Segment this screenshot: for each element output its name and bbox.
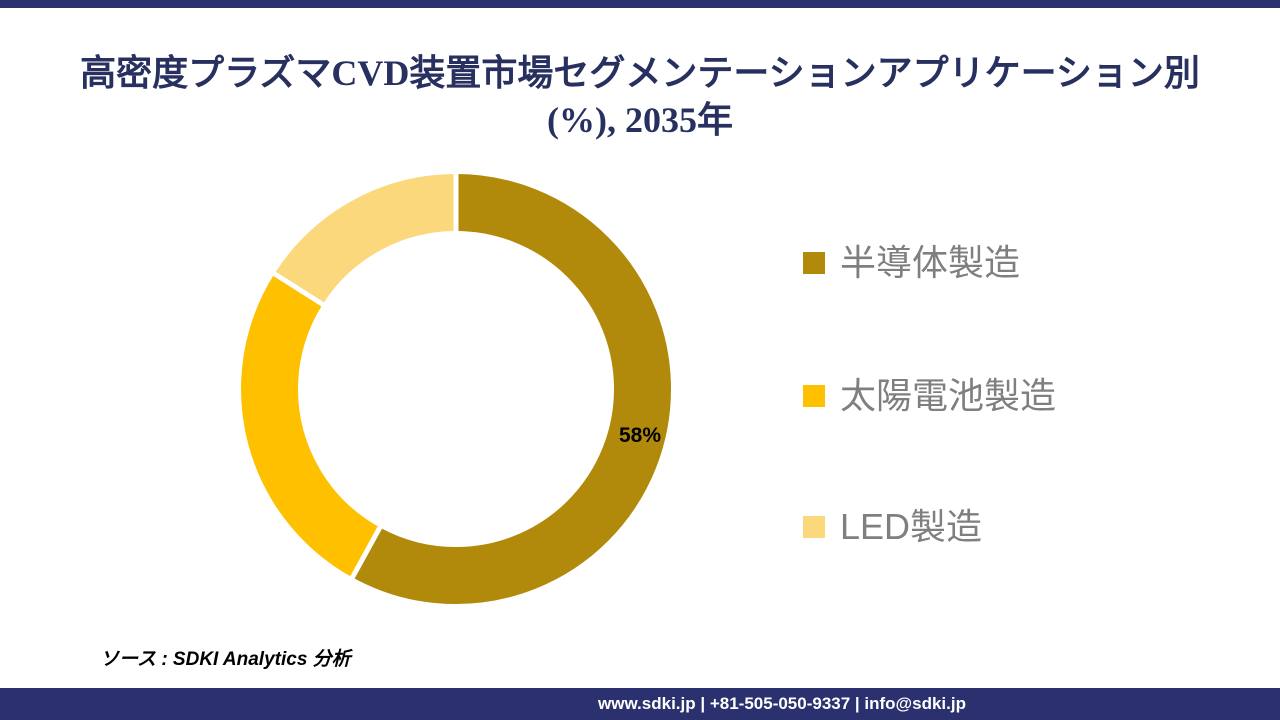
legend-label: 太陽電池製造 [840, 375, 1057, 417]
chart-title: 高密度プラズマCVD装置市場セグメンテーションアプリケーション別 (%), 20… [0, 50, 1280, 144]
legend-swatch-icon [803, 252, 825, 274]
donut-segment [241, 174, 671, 604]
footer-contact: www.sdki.jp | +81-505-050-9337 | info@sd… [598, 694, 966, 713]
legend-label: LED製造 [840, 506, 983, 548]
legend-label: 半導体製造 [840, 242, 1021, 284]
top-accent-bar [0, 0, 1280, 8]
source-note: ソース : SDKI Analytics 分析 [100, 649, 351, 670]
footer-bar: www.sdki.jp | +81-505-050-9337 | info@sd… [0, 688, 1280, 720]
legend-swatch-icon [803, 385, 825, 407]
chart-title-line2: (%), 2035年 [547, 100, 733, 140]
segment-data-label: 58% [619, 424, 662, 448]
segment-separator [348, 523, 384, 582]
legend-item-led: LED製造 [803, 505, 982, 549]
legend-swatch-icon [803, 516, 825, 538]
legend-item-semiconductor: 半導体製造 [803, 241, 1020, 285]
legend-item-solar-cell: 太陽電池製造 [803, 374, 1056, 418]
chart-title-line1: 高密度プラズマCVD装置市場セグメンテーションアプリケーション別 [80, 53, 1200, 93]
segment-separator [270, 270, 327, 309]
